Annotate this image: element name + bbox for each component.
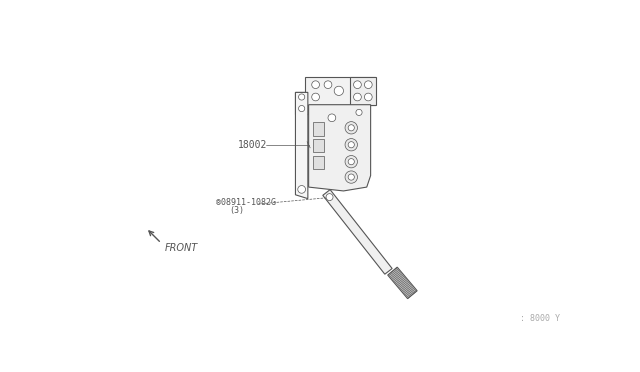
Polygon shape: [312, 122, 324, 135]
Polygon shape: [349, 77, 376, 105]
Polygon shape: [305, 77, 374, 105]
Circle shape: [348, 125, 355, 131]
Text: 18002: 18002: [238, 140, 268, 150]
Circle shape: [364, 93, 372, 101]
Circle shape: [353, 93, 362, 101]
Circle shape: [326, 194, 333, 201]
Circle shape: [298, 94, 305, 100]
Polygon shape: [312, 155, 324, 169]
Circle shape: [312, 81, 319, 89]
Circle shape: [328, 114, 336, 122]
Circle shape: [312, 93, 319, 101]
Circle shape: [348, 142, 355, 148]
Circle shape: [364, 81, 372, 89]
Polygon shape: [308, 105, 371, 191]
Polygon shape: [296, 92, 308, 114]
Text: ®08911-1082G: ®08911-1082G: [216, 198, 276, 207]
Text: (3): (3): [229, 206, 244, 215]
Circle shape: [345, 139, 358, 151]
Text: FRONT: FRONT: [164, 243, 198, 253]
Polygon shape: [388, 267, 417, 299]
Polygon shape: [323, 190, 392, 274]
Circle shape: [348, 158, 355, 165]
Polygon shape: [312, 139, 324, 153]
Circle shape: [353, 81, 362, 89]
Circle shape: [348, 174, 355, 180]
Polygon shape: [296, 92, 308, 199]
Circle shape: [345, 122, 358, 134]
Circle shape: [298, 186, 305, 193]
Circle shape: [324, 81, 332, 89]
Circle shape: [298, 106, 305, 112]
Circle shape: [345, 155, 358, 168]
Circle shape: [334, 86, 344, 96]
Text: : 8000 Y: : 8000 Y: [520, 314, 561, 323]
Circle shape: [345, 171, 358, 183]
Circle shape: [356, 109, 362, 115]
